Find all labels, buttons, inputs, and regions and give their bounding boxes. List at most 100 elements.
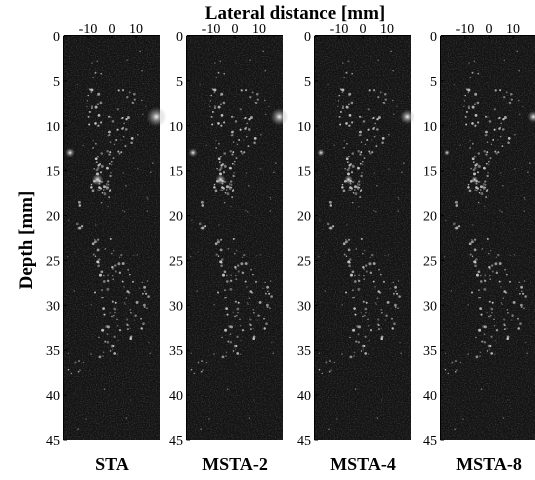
scatterer [345, 255, 348, 258]
scatterer [229, 341, 233, 344]
scatterer [112, 344, 115, 348]
scatterers [443, 50, 531, 431]
scatterer [103, 313, 106, 316]
scatterer [221, 258, 224, 261]
scatterer [346, 168, 350, 172]
scatterer [474, 124, 477, 127]
scatterer [100, 164, 104, 168]
scatterer [275, 162, 277, 164]
scatterer [363, 344, 366, 348]
scatterer [351, 164, 355, 168]
scatterer [397, 280, 400, 282]
scatterer [346, 142, 348, 145]
scatterer [269, 280, 272, 282]
scatterer [147, 198, 149, 201]
scatterer [217, 238, 219, 241]
scatterer [341, 91, 344, 94]
scatterer [90, 353, 92, 355]
scatterer [252, 399, 255, 401]
scatterer [477, 164, 481, 168]
scatterer [358, 325, 361, 329]
scatterer [517, 317, 519, 320]
scatterer [469, 147, 471, 149]
scatterer [468, 189, 472, 193]
scatterer [380, 327, 383, 330]
panel-caption: MSTA-4 [330, 454, 396, 474]
scatterer [251, 91, 254, 94]
scatterer [485, 153, 488, 156]
scatterer [77, 428, 79, 431]
speckle-texture [315, 36, 411, 440]
scatterer [491, 311, 493, 314]
scatterer [232, 174, 235, 178]
scatterer [354, 192, 358, 196]
scatterer [453, 83, 456, 86]
scatterer [100, 289, 104, 292]
scatterer [131, 280, 135, 283]
scatterer [341, 88, 345, 92]
scatterer [152, 162, 154, 164]
scatterer [107, 183, 110, 186]
scatterer [348, 189, 350, 191]
scatterer [263, 317, 265, 320]
scatterer [377, 59, 380, 61]
scatterer [95, 161, 98, 163]
scatterer [105, 166, 109, 170]
scatterer [249, 96, 252, 99]
scatterer [379, 91, 382, 94]
scatterer [253, 137, 257, 140]
scatterer [444, 368, 447, 371]
scatterer [88, 110, 91, 113]
panel-2: 0 5 10 15 20 25 30 35 40 45 -10 0 10 MSTA-2 [169, 22, 289, 474]
scatterer [471, 122, 474, 125]
scatterer [141, 69, 143, 72]
scatterer [367, 318, 369, 320]
scatterer [271, 341, 273, 344]
scatterer [230, 134, 233, 137]
depth-tick-label: 30 [423, 299, 437, 314]
scatterer [223, 270, 227, 274]
scatterer [230, 180, 233, 183]
scatterer [107, 131, 110, 134]
scatterer [476, 101, 480, 105]
scatterer [499, 172, 502, 174]
scatterer [330, 369, 332, 371]
scatterer [112, 268, 114, 270]
scatterer [474, 164, 477, 167]
scatterer [364, 335, 367, 338]
scatterer [380, 399, 383, 401]
lateral-tick-label: 0 [109, 22, 116, 37]
scatterer [318, 352, 321, 354]
scatterer [351, 72, 354, 75]
scatterer [124, 303, 127, 306]
scatterer [474, 166, 477, 170]
scatterer [347, 260, 351, 264]
scatterer [97, 124, 100, 127]
scatterer [348, 156, 350, 158]
scatterer [520, 285, 523, 289]
scatterer [367, 324, 370, 327]
scatterer [506, 327, 509, 330]
panels-group: 0 5 10 15 20 25 30 35 40 45 -10 0 10 STA 0 5 10 15 20 25 30 3… [46, 22, 535, 474]
scatterer [243, 151, 246, 154]
scatterer [199, 83, 201, 86]
scatterer [144, 290, 146, 292]
scatterer [201, 226, 205, 230]
scatterer [74, 361, 77, 364]
scatterer [141, 113, 144, 116]
scatterer [90, 183, 93, 186]
scatterer [497, 117, 500, 120]
scatterer [218, 142, 220, 145]
scatterer [368, 89, 371, 92]
scatterer [121, 116, 124, 119]
scatterer [366, 138, 369, 141]
scatterer [200, 200, 204, 204]
scatterer [498, 262, 502, 265]
scatterer [131, 102, 134, 104]
scatterer [120, 139, 122, 141]
scatterer [351, 201, 354, 204]
scatterer [236, 335, 239, 338]
scatterer [209, 105, 211, 107]
scatterer [76, 83, 78, 86]
scatterer [373, 89, 376, 92]
